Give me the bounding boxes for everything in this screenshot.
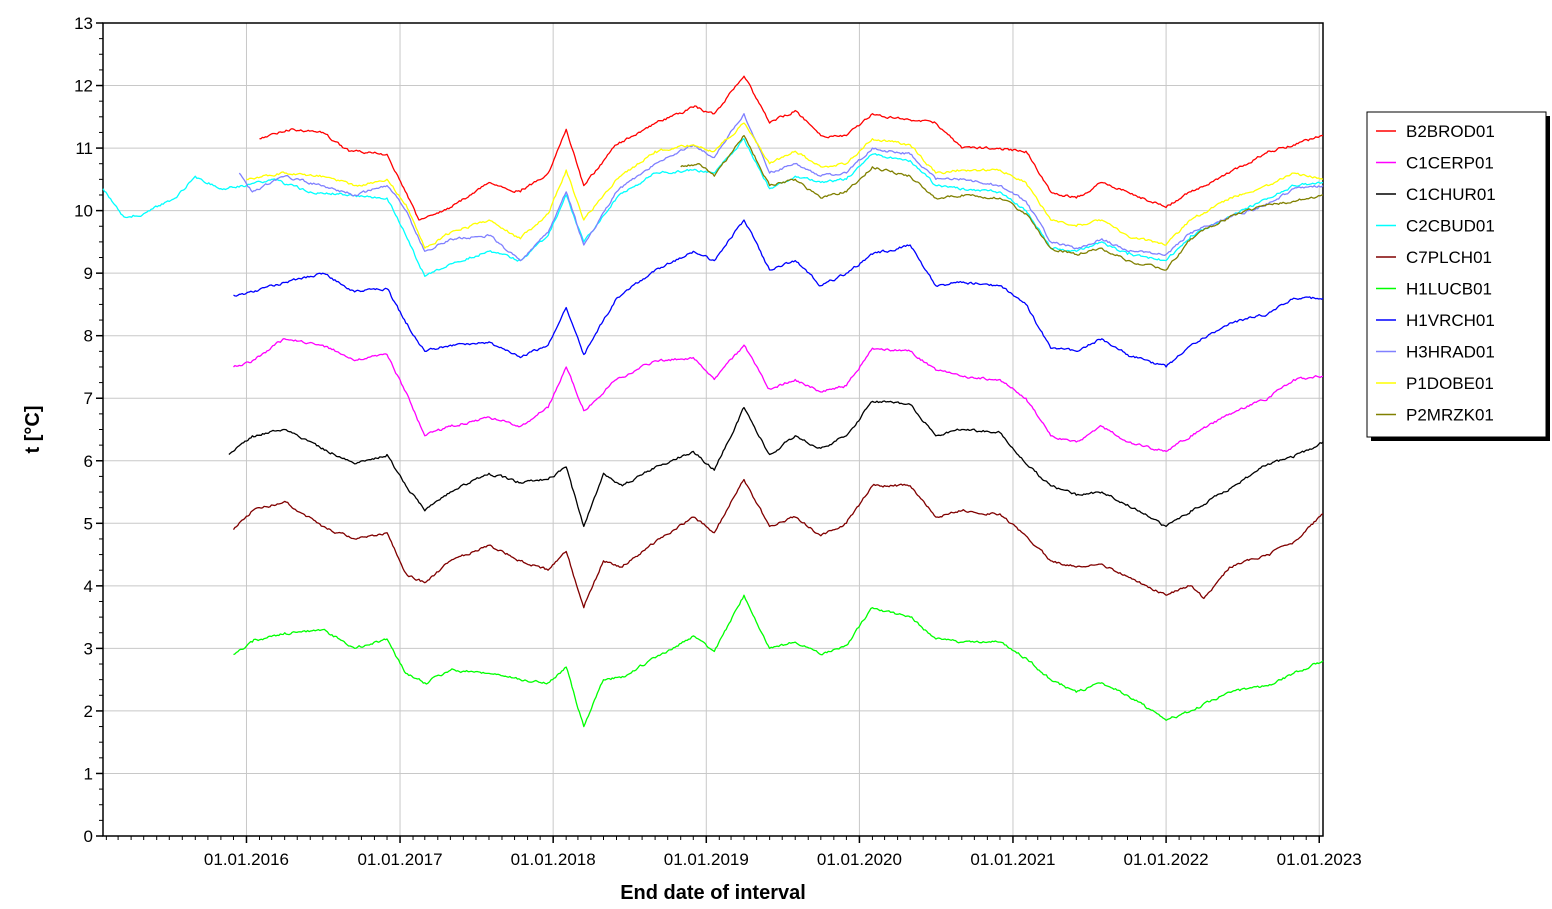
- series-line-c1chur01: [228, 400, 1324, 528]
- series-line-h1vrch01: [233, 219, 1324, 368]
- x-tick-label: 01.01.2016: [204, 850, 289, 869]
- x-tick-label: 01.01.2020: [817, 850, 902, 869]
- y-axis-title: t [°C]: [22, 406, 44, 454]
- series-line-c1cerp01: [233, 338, 1324, 453]
- y-tick-label: 13: [74, 14, 93, 33]
- y-tick-label: 8: [84, 327, 93, 346]
- series-lines: [102, 75, 1324, 728]
- legend: B2BROD01 C1CERP01 C1CHUR01 C2CBUD01 C7PLCH01…: [1366, 111, 1550, 441]
- series-line-h1lucb01: [233, 594, 1324, 728]
- x-tick-label: 01.01.2017: [357, 850, 442, 869]
- series-line-h3hrad01: [238, 113, 1324, 262]
- legend-label: C1CHUR01: [1406, 185, 1496, 204]
- x-tick-label: 01.01.2022: [1124, 850, 1209, 869]
- x-tick-label: 01.01.2021: [970, 850, 1055, 869]
- y-tick-label: 6: [84, 452, 93, 471]
- y-tick-label: 4: [84, 577, 93, 596]
- y-tick-label: 2: [84, 702, 93, 721]
- y-tick-label: 0: [84, 827, 93, 846]
- x-axis-title: End date of interval: [620, 882, 806, 904]
- x-tick-label: 01.01.2023: [1277, 850, 1362, 869]
- series-line-p2mrzk01: [680, 134, 1324, 271]
- legend-label: C2CBUD01: [1406, 217, 1495, 236]
- legend-label: P1DOBE01: [1406, 374, 1494, 393]
- legend-label: P2MRZK01: [1406, 406, 1494, 425]
- y-tick-label: 12: [74, 77, 93, 96]
- y-tick-label: 7: [84, 389, 93, 408]
- series-line-p1dobe01: [246, 122, 1324, 249]
- y-tick-label: 10: [74, 202, 93, 221]
- legend-label: H3HRAD01: [1406, 343, 1495, 362]
- plot-area-frame: [102, 22, 1324, 837]
- y-tick-label: 1: [84, 764, 93, 783]
- series-line-c2cbud01: [102, 138, 1324, 277]
- series-line-c7plch01: [232, 478, 1324, 609]
- y-tick-label: 11: [75, 139, 93, 158]
- legend-label: C1CERP01: [1406, 154, 1494, 173]
- legend-label: B2BROD01: [1406, 122, 1495, 141]
- legend-box: [1366, 111, 1547, 438]
- series-line-b2brod01: [259, 75, 1324, 221]
- legend-label: H1VRCH01: [1406, 311, 1495, 330]
- legend-label: H1LUCB01: [1406, 280, 1492, 299]
- y-tick-label: 9: [84, 264, 93, 283]
- x-tick-label: 01.01.2018: [511, 850, 596, 869]
- x-tick-label: 01.01.2019: [664, 850, 749, 869]
- y-tick-label: 5: [84, 514, 93, 533]
- y-tick-label: 3: [84, 639, 93, 658]
- legend-label: C7PLCH01: [1406, 248, 1492, 267]
